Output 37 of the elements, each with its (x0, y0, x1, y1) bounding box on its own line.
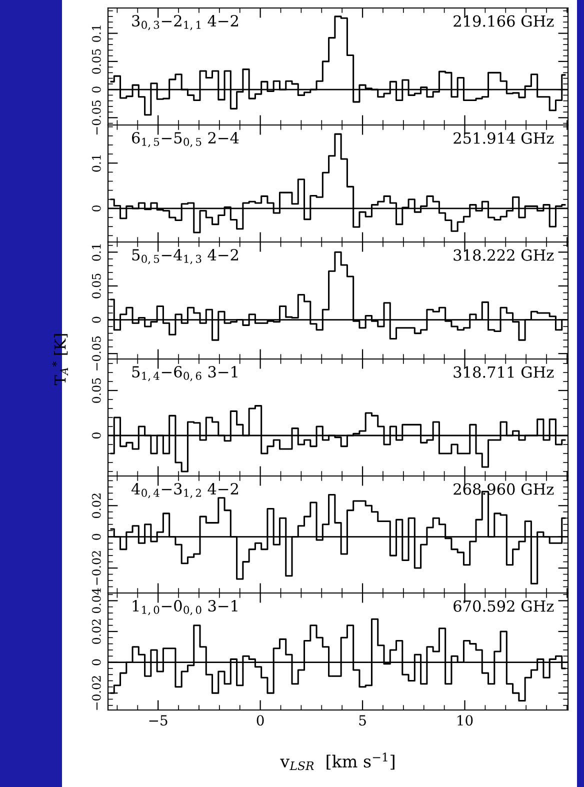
y-tick-label: 0 (92, 659, 101, 666)
annotation: 219.166 GHz (454, 15, 554, 27)
x-tick-label: 10 (458, 715, 473, 726)
y-tick-label: 0.05 (92, 378, 101, 403)
x-tick-label: −5 (149, 715, 168, 726)
annotation: 5$_{0,5}$−4$_{1,3}$ 4−2 (132, 249, 238, 264)
annotation: 268.960 GHz (454, 483, 554, 495)
y-axis-title: T$_{A}$$^{*}$ [K] (52, 334, 68, 386)
y-tick-label: 0 (92, 86, 101, 93)
y-tick-label: −0.02 (92, 551, 101, 585)
annotation: 318.711 GHz (454, 366, 554, 378)
annotation: 251.914 GHz (454, 132, 554, 144)
x-tick-label: 0 (256, 715, 264, 726)
y-tick-label: 0 (92, 534, 101, 540)
y-tick-label: 0.04 (92, 588, 101, 614)
x-tick-label: 5 (359, 715, 366, 726)
y-tick-label: 0 (92, 316, 101, 323)
y-tick-label: 0.05 (92, 49, 101, 74)
annotation: 5$_{1,4}$−6$_{0,6}$ 3−1 (132, 366, 238, 382)
y-tick-label: 0.05 (92, 274, 101, 298)
x-axis-title: v$_{LSR}$ [km s$^{−1}$] (280, 752, 394, 770)
y-tick-label: −0.02 (92, 676, 101, 710)
y-tick-label: 0 (92, 205, 101, 212)
annotation: 6$_{1,5}$−5$_{0,5}$ 2−4 (132, 132, 239, 148)
y-tick-label: −0.05 (92, 336, 101, 370)
y-tick-label: 0.02 (92, 620, 101, 644)
annotation: 3$_{0,3}$−2$_{1,1}$ 4−2 (132, 15, 238, 30)
annotation: 1$_{1,0}$−0$_{0,0}$ 3−1 (132, 600, 238, 616)
y-tick-label: 0.02 (92, 494, 101, 518)
y-tick-label: 0 (92, 432, 101, 438)
annotation: 318.222 GHz (454, 249, 554, 261)
annotation: 670.592 GHz (454, 600, 554, 612)
y-tick-label: 0.1 (92, 155, 101, 172)
annotation: 4$_{0,4}$−3$_{1,2}$ 4−2 (131, 483, 238, 498)
y-tick-label: 0.1 (92, 26, 101, 42)
y-tick-label: −0.05 (92, 100, 101, 135)
y-tick-label: 0.1 (92, 244, 101, 261)
